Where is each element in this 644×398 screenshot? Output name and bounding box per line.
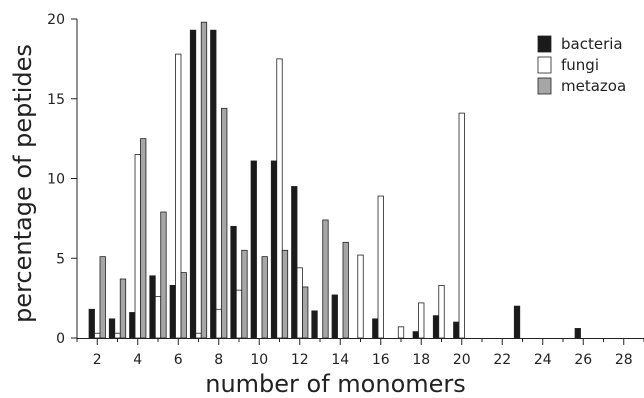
bar-fungi-15	[357, 254, 364, 339]
x-tick-label-20: 20	[453, 352, 471, 368]
bar-bacteria-6	[169, 284, 176, 339]
y-axis-label: percentage of peptides	[9, 44, 37, 323]
x-tick-label-16: 16	[372, 352, 390, 368]
bar-bacteria-12	[291, 186, 298, 339]
bar-fungi-19	[438, 284, 445, 339]
bar-bacteria-10	[250, 160, 257, 339]
x-tick-label-18: 18	[412, 352, 430, 368]
bar-bacteria-16	[372, 318, 379, 339]
y-tick-label-10: 10	[47, 172, 65, 188]
bar-fungi-3	[114, 332, 121, 339]
bar-metazoa-5	[160, 211, 167, 339]
legend: bacteria fungi metazoa	[537, 35, 626, 95]
bar-bacteria-2	[88, 308, 95, 339]
x-tick-label-4: 4	[133, 352, 142, 368]
legend-swatch-fungi	[537, 56, 552, 74]
bar-fungi-4	[134, 154, 141, 339]
bar-fungi-8	[215, 308, 222, 339]
bar-bacteria-7	[189, 29, 197, 339]
bar-bacteria-23	[513, 305, 521, 339]
bar-bacteria-13	[311, 310, 318, 339]
bar-fungi-7	[195, 332, 202, 339]
bar-bacteria-20	[453, 321, 460, 339]
x-tick-label-6: 6	[174, 352, 183, 368]
bar-fungi-9	[235, 289, 243, 339]
bar-bacteria-19	[432, 315, 440, 339]
bar-fungi-20	[458, 112, 465, 339]
bar-fungi-2	[94, 332, 101, 339]
bar-bacteria-26	[574, 328, 581, 339]
bars-group	[88, 21, 581, 339]
bar-metazoa-4	[140, 138, 147, 339]
legend-swatch-bacteria	[537, 35, 552, 53]
x-tick-label-2: 2	[93, 352, 102, 368]
bar-fungi-18	[418, 302, 425, 339]
x-tick-label-24: 24	[534, 352, 552, 368]
bar-metazoa-6	[180, 272, 187, 339]
bar-metazoa-3	[119, 278, 127, 339]
bar-fungi-5	[154, 296, 162, 339]
bar-bacteria-9	[230, 225, 237, 339]
x-tick-label-14: 14	[331, 352, 349, 368]
bar-metazoa-7	[200, 21, 208, 339]
x-axis-label: number of monomers	[205, 370, 466, 398]
bar-metazoa-13	[322, 219, 329, 339]
y-tick-label-0: 0	[56, 331, 65, 347]
bar-bacteria-18	[412, 331, 419, 339]
bar-bacteria-3	[108, 318, 116, 339]
bar-metazoa-10	[261, 256, 268, 339]
bar-metazoa-14	[342, 241, 349, 339]
bar-fungi-12	[296, 267, 303, 339]
legend-label-bacteria: bacteria	[561, 35, 623, 53]
bar-bacteria-8	[210, 29, 217, 339]
bar-bacteria-11	[270, 160, 278, 339]
bar-fungi-6	[175, 53, 182, 339]
y-tick-label-5: 5	[56, 251, 65, 267]
bar-bacteria-5	[149, 275, 156, 339]
legend-label-fungi: fungi	[561, 56, 599, 74]
x-tick-label-8: 8	[214, 352, 223, 368]
bar-metazoa-11	[281, 249, 289, 339]
x-tick-label-12: 12	[291, 352, 309, 368]
legend-swatch-metazoa	[537, 77, 552, 95]
bar-fungi-16	[377, 195, 384, 339]
x-tick-label-28: 28	[615, 352, 633, 368]
x-tick-label-26: 26	[574, 352, 592, 368]
bar-metazoa-9	[241, 249, 248, 339]
bar-fungi-11	[276, 58, 283, 339]
bar-bacteria-4	[129, 312, 136, 339]
x-tick-label-10: 10	[250, 352, 268, 368]
y-tick-label-20: 20	[47, 12, 65, 28]
bar-metazoa-8	[221, 107, 228, 339]
y-tick-label-15: 15	[47, 92, 65, 108]
legend-label-metazoa: metazoa	[561, 77, 626, 95]
x-tick-label-22: 22	[493, 352, 511, 368]
bar-metazoa-2	[99, 256, 106, 339]
bar-fungi-17	[397, 326, 405, 339]
bar-bacteria-14	[331, 294, 338, 339]
bar-metazoa-12	[302, 286, 309, 339]
